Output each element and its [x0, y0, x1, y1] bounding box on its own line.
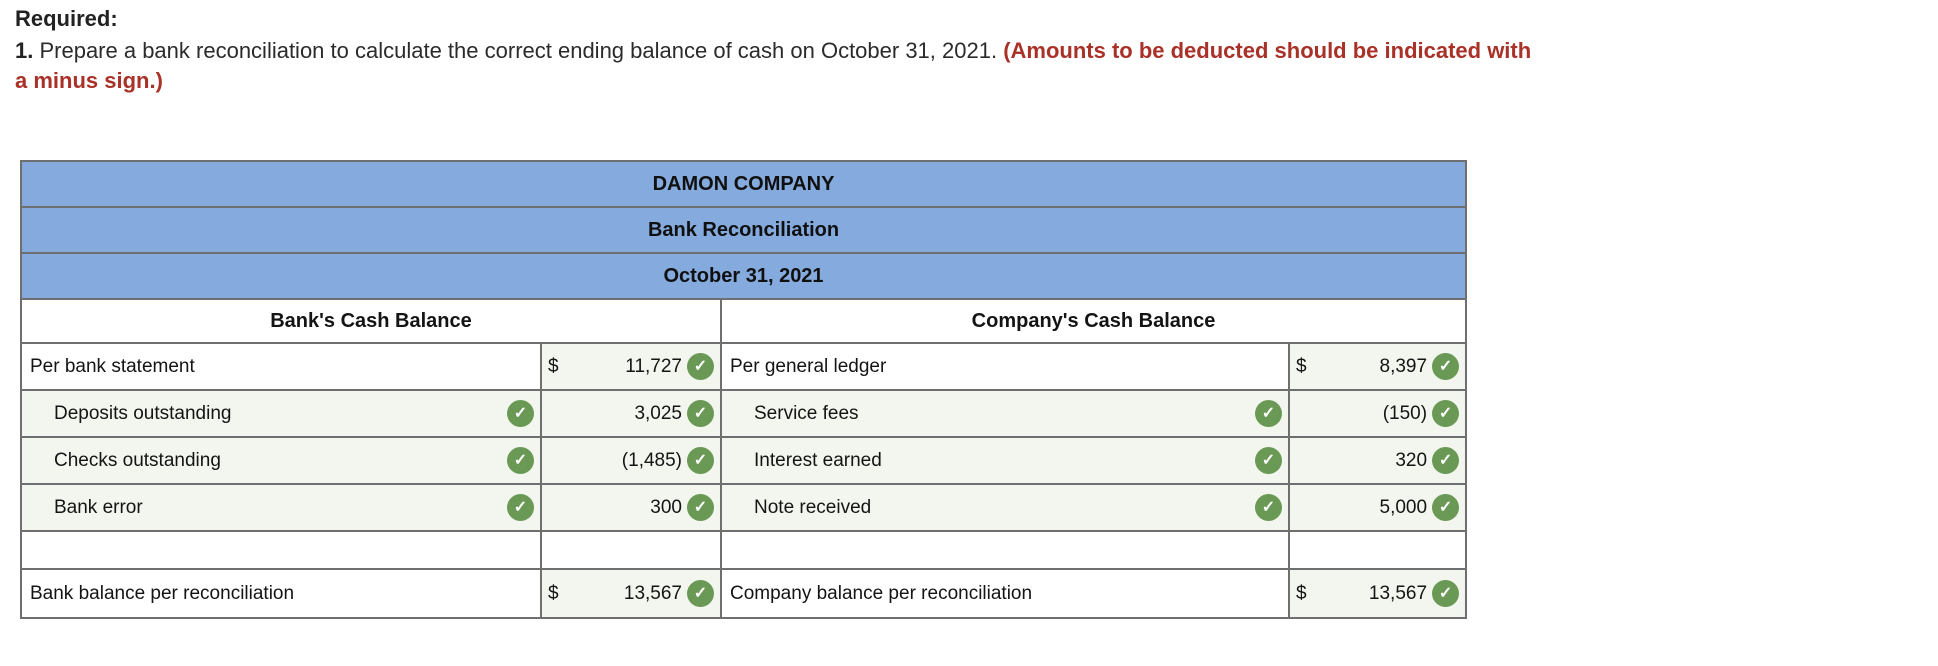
bank-row-label-bank-error[interactable]: Bank error ✓ [20, 483, 542, 532]
row-label: Bank balance per reconciliation [30, 582, 295, 604]
correct-check-icon: ✓ [1432, 494, 1460, 521]
amount-value: 13,567 [623, 582, 682, 604]
instructions-block: Required: 1. Prepare a bank reconciliati… [15, 4, 1543, 95]
required-heading: Required: [15, 6, 118, 31]
correct-check-icon: ✓ [1255, 400, 1282, 427]
amount-value: 8,397 [1379, 355, 1428, 377]
correct-check-icon: ✓ [1432, 580, 1460, 607]
bank-total-label: Bank balance per reconciliation [20, 568, 542, 619]
company-empty-amount-cell[interactable] [1287, 530, 1468, 570]
currency-symbol: $ [548, 355, 559, 377]
company-row-label-note-received[interactable]: Note received ✓ [720, 483, 1290, 532]
bank-total-amount[interactable]: $13,567 ✓ [540, 568, 722, 619]
instruction-paragraph: 1. Prepare a bank reconciliation to calc… [15, 36, 1543, 95]
currency-symbol: $ [548, 582, 559, 604]
row-label: Interest earned [754, 449, 882, 471]
table-row: Per bank statement $11,727 ✓ Per general … [20, 342, 1468, 391]
company-name-title: DAMON COMPANY [19, 160, 1468, 208]
company-row-label-interest-earned[interactable]: Interest earned ✓ [720, 436, 1290, 485]
row-label: Note received [754, 496, 872, 518]
step-number: 1. [15, 38, 34, 64]
bank-empty-label-cell[interactable] [20, 530, 542, 570]
table-row: Bank's Cash Balance Company's Cash Balan… [20, 298, 1468, 344]
table-row: Bank balance per reconciliation $13,567 ✓… [20, 568, 1468, 619]
amount-value: 5,000 [1379, 496, 1428, 518]
bank-row-amount-per-bank-statement[interactable]: $11,727 ✓ [540, 342, 722, 391]
company-row-amount-per-general-ledger[interactable]: $8,397 ✓ [1287, 342, 1468, 391]
table-row: Checks outstanding ✓ (1,485) ✓ Interest ea… [20, 436, 1468, 485]
amount-value: 320 [1395, 449, 1428, 471]
row-label: Company balance per reconciliation [730, 582, 1033, 604]
company-row-amount-note-received[interactable]: 5,000 ✓ [1287, 483, 1468, 532]
table-row [20, 530, 1468, 570]
table-row: Bank error ✓ 300 ✓ Note received ✓ 5,000 ✓ [20, 483, 1468, 532]
bank-row-amount-deposits-outstanding[interactable]: 3,025 ✓ [540, 389, 722, 438]
bank-section-header: Bank's Cash Balance [20, 298, 722, 344]
row-label: Bank error [54, 496, 143, 518]
bank-empty-amount-cell[interactable] [540, 530, 722, 570]
correct-check-icon: ✓ [1432, 447, 1460, 474]
company-total-label: Company balance per reconciliation [720, 568, 1290, 619]
table-row: Bank Reconciliation [19, 206, 1468, 254]
report-date: October 31, 2021 [19, 252, 1468, 300]
company-row-label-service-fees[interactable]: Service fees ✓ [720, 389, 1290, 438]
bank-row-amount-checks-outstanding[interactable]: (1,485) ✓ [540, 436, 722, 485]
report-title: Bank Reconciliation [19, 206, 1468, 254]
table-row: Deposits outstanding ✓ 3,025 ✓ Service fee… [20, 389, 1468, 438]
amount-value: 3,025 [634, 402, 682, 424]
amount-value: (150) [1382, 402, 1428, 424]
correct-check-icon: ✓ [687, 494, 714, 521]
row-label: Deposits outstanding [54, 402, 232, 424]
table-row: DAMON COMPANY [19, 160, 1468, 208]
amount-value: 11,727 [625, 355, 682, 377]
row-label: Per general ledger [730, 355, 887, 377]
row-label: Service fees [754, 402, 859, 424]
correct-check-icon: ✓ [687, 447, 714, 474]
company-section-header: Company's Cash Balance [719, 298, 1468, 344]
currency-symbol: $ [1296, 582, 1307, 604]
correct-check-icon: ✓ [1432, 400, 1460, 427]
correct-check-icon: ✓ [507, 400, 534, 427]
bank-reconciliation-table: DAMON COMPANY Bank Reconciliation Octobe… [19, 160, 1468, 619]
currency-symbol: $ [1296, 355, 1307, 377]
company-row-amount-interest-earned[interactable]: 320 ✓ [1287, 436, 1468, 485]
instruction-warning: (Amounts to be deducted should be indica… [15, 38, 1532, 93]
table-row: October 31, 2021 [19, 252, 1468, 300]
correct-check-icon: ✓ [1255, 494, 1282, 521]
row-label: Checks outstanding [54, 449, 221, 471]
correct-check-icon: ✓ [687, 353, 714, 380]
correct-check-icon: ✓ [507, 447, 534, 474]
bank-row-label-deposits-outstanding[interactable]: Deposits outstanding ✓ [20, 389, 542, 438]
correct-check-icon: ✓ [1255, 447, 1282, 474]
correct-check-icon: ✓ [687, 580, 714, 607]
amount-value: 300 [650, 496, 682, 518]
correct-check-icon: ✓ [1432, 353, 1460, 380]
company-empty-label-cell[interactable] [720, 530, 1290, 570]
row-label: Per bank statement [30, 355, 195, 377]
bank-row-label-per-bank-statement: Per bank statement [20, 342, 542, 391]
correct-check-icon: ✓ [507, 494, 534, 521]
company-row-amount-service-fees[interactable]: (150) ✓ [1287, 389, 1468, 438]
amount-value: (1,485) [621, 449, 682, 471]
correct-check-icon: ✓ [687, 400, 714, 427]
instruction-text: Prepare a bank reconciliation to calcula… [33, 38, 1004, 64]
bank-row-label-checks-outstanding[interactable]: Checks outstanding ✓ [20, 436, 542, 485]
company-row-label-per-general-ledger: Per general ledger [720, 342, 1290, 391]
amount-value: 13,567 [1368, 582, 1428, 604]
bank-row-amount-bank-error[interactable]: 300 ✓ [540, 483, 722, 532]
company-total-amount[interactable]: $13,567 ✓ [1287, 568, 1468, 619]
